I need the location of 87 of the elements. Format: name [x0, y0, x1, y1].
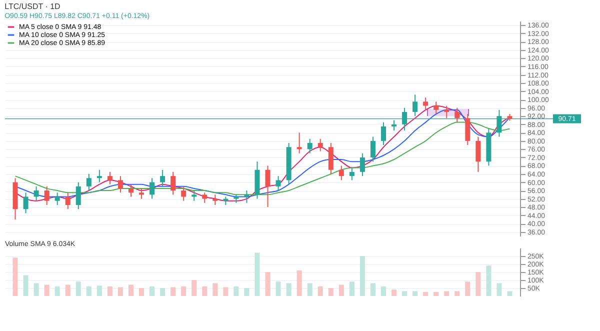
bar [412, 291, 418, 296]
bar [65, 284, 70, 296]
bar [23, 275, 28, 296]
candlestick [181, 186, 186, 202]
bar [265, 272, 270, 296]
bar [434, 292, 439, 296]
candlestick [296, 132, 302, 154]
candlestick [160, 169, 166, 187]
bar [465, 282, 470, 296]
candlestick [423, 96, 428, 110]
bar [170, 287, 176, 296]
candlestick [107, 171, 112, 185]
candlestick [307, 138, 312, 154]
candlestick [349, 167, 354, 181]
bar [192, 280, 197, 296]
bar [118, 287, 123, 296]
bar [76, 282, 81, 296]
candlestick [318, 138, 323, 152]
bar [107, 286, 112, 296]
bar [34, 283, 39, 296]
bar [444, 291, 450, 296]
bar [12, 258, 18, 296]
bar [128, 284, 134, 296]
candlestick [338, 165, 344, 181]
candlestick [380, 122, 386, 146]
candlestick [444, 105, 450, 119]
candlestick [244, 190, 250, 204]
bar [160, 288, 166, 296]
bar [402, 291, 408, 296]
bar [96, 286, 102, 296]
bar [86, 286, 92, 296]
candlestick [465, 114, 470, 146]
candlestick [360, 152, 365, 177]
bar [486, 266, 492, 296]
bar [150, 286, 155, 296]
bar [454, 291, 460, 296]
candlestick [212, 194, 218, 206]
bar [181, 286, 186, 296]
candlestick [139, 188, 144, 200]
candlestick [118, 176, 123, 194]
bar [423, 292, 428, 296]
bar [496, 283, 502, 296]
bar [349, 282, 354, 296]
candlestick [202, 192, 208, 204]
bar [286, 283, 292, 296]
bar [392, 290, 397, 296]
candlestick [23, 192, 28, 214]
candlestick [34, 186, 39, 202]
bar [380, 286, 386, 296]
bar [307, 283, 312, 296]
bar [360, 256, 365, 296]
bar [507, 291, 512, 296]
bar [244, 288, 250, 296]
candlestick [192, 190, 197, 202]
bar [254, 252, 260, 296]
candlestick [328, 142, 334, 174]
bar [44, 284, 50, 296]
bar [202, 286, 208, 296]
candlestick [276, 176, 281, 192]
candlestick [44, 186, 50, 206]
bar [139, 288, 144, 296]
bar [328, 288, 334, 296]
bar [318, 286, 323, 296]
candlestick [412, 94, 418, 117]
candlestick [76, 182, 81, 210]
bar [370, 283, 376, 296]
candlestick [476, 136, 481, 172]
candlestick [434, 101, 439, 115]
candlestick [86, 173, 92, 192]
candlestick [54, 192, 60, 206]
bar [296, 270, 302, 296]
candlestick [128, 184, 134, 198]
chart-title: LTC/USDT · 1D [4, 2, 61, 11]
candlestick [65, 192, 70, 210]
bar [54, 286, 60, 296]
candlestick [370, 136, 376, 162]
candlestick [170, 171, 176, 196]
bar [276, 282, 281, 296]
candlestick [96, 169, 102, 183]
bar [234, 286, 239, 296]
bar [338, 284, 344, 296]
bar [476, 272, 481, 296]
candlestick [454, 107, 460, 123]
candlestick [265, 165, 270, 208]
bar [212, 283, 218, 296]
candlestick [150, 178, 155, 200]
bar [223, 287, 228, 296]
